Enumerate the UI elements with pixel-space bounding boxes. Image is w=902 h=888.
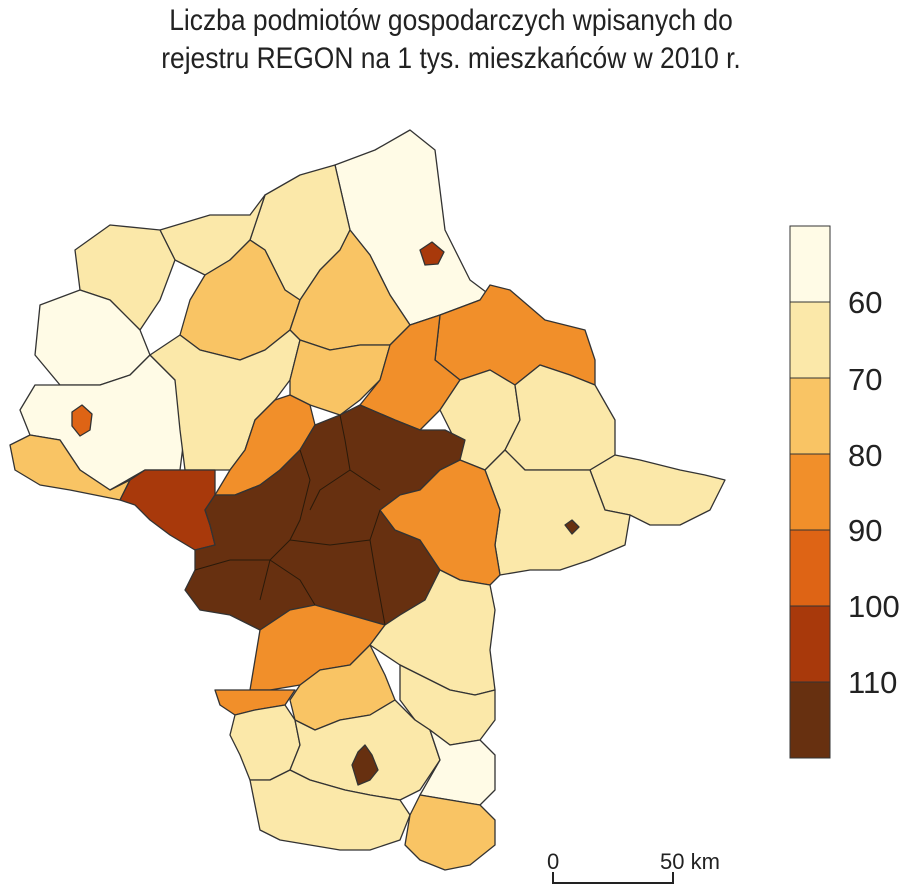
- legend-break-80: 80: [848, 438, 882, 473]
- county-sochaczew: [119, 469, 216, 551]
- title-line-1: Liczba podmiotów gospodarczych wpisanych…: [169, 4, 733, 37]
- legend-break-110: 110: [848, 665, 897, 700]
- county-se-orange: [404, 794, 496, 871]
- legend-break-60: 60: [848, 285, 882, 320]
- title-line-2: rejestru REGON na 1 tys. mieszkańców w 2…: [161, 42, 741, 75]
- legend-class-3: [789, 377, 831, 455]
- map-title: Liczba podmiotów gospodarczych wpisanych…: [54, 2, 848, 78]
- legend-class-4: [789, 453, 831, 531]
- legend-class-5: [789, 529, 831, 607]
- county-east-orange: [379, 459, 501, 586]
- city-plock: [71, 404, 93, 437]
- legend-class-6: [789, 605, 831, 683]
- scale-bar: 0 50 km: [547, 849, 720, 884]
- city-radom: [351, 744, 379, 786]
- county-east-2: [504, 364, 616, 471]
- legend-class-2: [789, 301, 831, 379]
- legend: 60 70 80 90 100 110: [789, 225, 900, 759]
- county-south-1: [229, 704, 301, 781]
- scale-bar-start-label: 0: [547, 849, 559, 874]
- city-siedlce: [564, 519, 580, 535]
- city-ostroleka: [419, 241, 445, 266]
- legend-break-100: 100: [848, 589, 900, 624]
- legend-break-90: 90: [848, 513, 882, 548]
- county-center-n-1: [149, 329, 301, 471]
- legend-class-7: [789, 681, 831, 759]
- scale-bar-line: [552, 872, 674, 884]
- county-se-pale: [419, 729, 496, 806]
- legend-class-1: [789, 225, 831, 303]
- scale-bar-end-label: 50 km: [660, 849, 720, 874]
- metro-inner-borders: [194, 414, 386, 626]
- legend-break-70: 70: [848, 362, 882, 397]
- region-outline: [9, 129, 726, 871]
